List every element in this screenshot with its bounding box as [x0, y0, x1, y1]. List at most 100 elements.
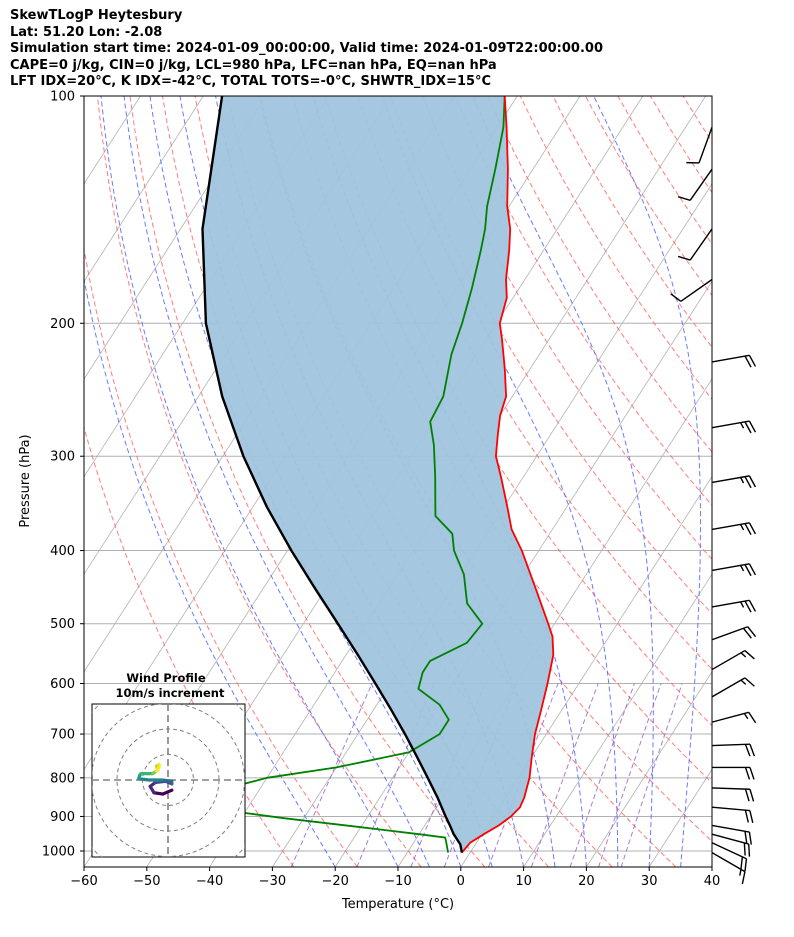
- barb-staff: [711, 626, 748, 641]
- barb-staff: [711, 475, 750, 484]
- barb-flag: [748, 475, 757, 488]
- mixing-ratio-line: [598, 683, 662, 867]
- moist-adiabat-line: [84, 276, 336, 867]
- barb-staff: [711, 711, 749, 723]
- barb-half-flag: [739, 869, 742, 876]
- barb-staff: [711, 563, 750, 572]
- dry-adiabat-line: [389, 96, 712, 615]
- axis-ticks: −60 −50 −40 −30 −20 −10 0 10 20 30 40 1000 900 800 700…: [42, 90, 720, 890]
- wind-barb: [711, 354, 757, 368]
- x-tick-label: 40: [704, 874, 721, 889]
- y-tick-label: 700: [50, 728, 75, 743]
- hodograph-title: Wind Profile: [126, 671, 206, 685]
- wind-barb: [686, 127, 713, 164]
- barb-flag: [743, 842, 746, 856]
- barb-flag: [749, 789, 755, 802]
- barb-staff: [689, 168, 713, 201]
- moist-adiabat-line: [100, 96, 399, 867]
- barb-flag: [741, 871, 746, 885]
- hodograph-trace: [161, 788, 174, 796]
- barb-staff: [711, 420, 750, 429]
- y-tick-label: 800: [50, 771, 75, 786]
- y-tick-label: 600: [50, 677, 75, 692]
- barb-staff: [711, 842, 747, 860]
- barb-staff: [680, 278, 713, 302]
- y-tick-label: 500: [50, 617, 75, 632]
- isotherm-line: [460, 475, 712, 867]
- dry-adiabat-line: [649, 96, 712, 194]
- barb-flag: [744, 650, 755, 660]
- isotherm-line: [648, 768, 712, 867]
- dry-adiabat-line: [748, 96, 794, 867]
- barb-flag: [740, 856, 744, 870]
- moist-adiabat-line: [123, 96, 430, 867]
- barb-flag: [748, 354, 757, 367]
- y-tick-label: 900: [50, 810, 75, 825]
- barb-staff: [711, 743, 751, 747]
- dry-adiabat-line: [781, 96, 794, 867]
- y-axis-label: Pressure (hPa): [18, 434, 33, 527]
- parcel-line: [201, 96, 464, 853]
- x-tick-label: −10: [384, 874, 411, 889]
- cape-cin-shading: [202, 96, 554, 853]
- barb-flag: [748, 831, 752, 845]
- wind-barb: [712, 766, 755, 780]
- y-tick-label: 1000: [42, 845, 75, 860]
- moist-adiabat-line: [381, 96, 619, 867]
- barb-half-flag: [740, 652, 747, 658]
- index-line: LFT IDX=20°C, K IDX=-42°C, TOTAL TOTS=-0…: [10, 74, 492, 89]
- hodograph-ring: [92, 704, 245, 857]
- wind-barb: [711, 420, 757, 434]
- hodograph: Wind Profile 10m/s increment: [91, 671, 246, 858]
- barb-flag: [748, 711, 757, 724]
- barb-staff: [698, 127, 713, 164]
- barb-flag: [749, 767, 755, 780]
- x-tick-label: 20: [578, 874, 595, 889]
- barb-flag: [747, 626, 757, 638]
- dry-adiabat-line: [129, 96, 486, 867]
- x-tick-label: −20: [321, 874, 348, 889]
- x-tick-label: −60: [70, 874, 97, 889]
- barb-staff: [711, 677, 746, 698]
- barb-flag: [748, 420, 757, 433]
- chart-header: SkewTLogP Heytesbury Lat: 51.20 Lon: -2.…: [10, 8, 603, 91]
- mixing-ratio-line: [569, 683, 635, 867]
- x-axis-label: Temperature (°C): [341, 897, 454, 912]
- dry-adiabat-line: [422, 96, 712, 560]
- isotherm-line: [84, 96, 204, 283]
- cin-shaded-area: [202, 96, 554, 853]
- barb-flag: [744, 831, 748, 844]
- barb-flag: [748, 843, 751, 857]
- wind-barb: [711, 852, 746, 885]
- barb-flag: [744, 564, 752, 577]
- wind-barb: [711, 711, 757, 724]
- dry-adiabat-line: [487, 96, 712, 453]
- barb-staff: [711, 852, 746, 873]
- barb-half-flag: [739, 565, 745, 572]
- barb-flag: [744, 677, 755, 687]
- barb-half-flag: [743, 713, 749, 720]
- wind-barb: [711, 842, 748, 872]
- isotherm-line: [84, 96, 267, 380]
- isotherm-line: [272, 183, 712, 867]
- barb-flag: [744, 523, 752, 536]
- chart-title: SkewTLogP Heytesbury: [10, 8, 183, 23]
- wind-barb: [677, 168, 713, 201]
- barb-half-flag: [739, 422, 745, 429]
- barb-staff: [711, 522, 750, 531]
- isotherm-line: [523, 573, 712, 867]
- wind-barb: [677, 228, 713, 261]
- dry-adiabat-line: [454, 96, 712, 507]
- x-tick-label: 0: [457, 874, 465, 889]
- barb-staff: [711, 787, 751, 790]
- barb-flag: [744, 767, 751, 780]
- hodograph-trace: [137, 777, 151, 782]
- time-line: Simulation start time: 2024-01-09_00:00:…: [10, 41, 603, 56]
- wind-barb: [711, 626, 757, 641]
- x-tick-label: −50: [133, 874, 160, 889]
- hodograph-trace: [160, 778, 174, 783]
- barb-flag: [744, 476, 752, 489]
- hodograph-subtitle: 10m/s increment: [116, 686, 225, 700]
- temperature-line: [461, 96, 555, 854]
- isotherm-line: [586, 671, 712, 867]
